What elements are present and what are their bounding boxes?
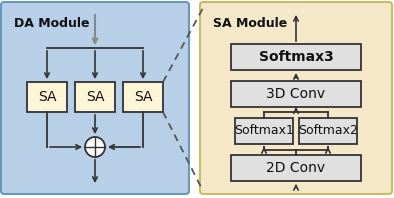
FancyBboxPatch shape [1,2,189,194]
FancyBboxPatch shape [75,82,115,112]
FancyBboxPatch shape [231,155,361,181]
Text: Softmax1: Softmax1 [234,125,294,137]
FancyBboxPatch shape [235,118,293,144]
Text: Softmax3: Softmax3 [258,50,333,64]
Text: 3D Conv: 3D Conv [266,87,325,101]
FancyBboxPatch shape [231,81,361,107]
Circle shape [85,137,105,157]
FancyBboxPatch shape [231,44,361,70]
Text: SA Module: SA Module [213,17,287,30]
Text: Softmax2: Softmax2 [298,125,358,137]
Text: 2D Conv: 2D Conv [266,161,325,175]
Text: SA: SA [134,90,152,104]
FancyBboxPatch shape [299,118,357,144]
Text: DA Module: DA Module [14,17,89,30]
FancyBboxPatch shape [27,82,67,112]
FancyBboxPatch shape [123,82,163,112]
Text: SA: SA [86,90,104,104]
Text: SA: SA [38,90,56,104]
FancyBboxPatch shape [200,2,392,194]
